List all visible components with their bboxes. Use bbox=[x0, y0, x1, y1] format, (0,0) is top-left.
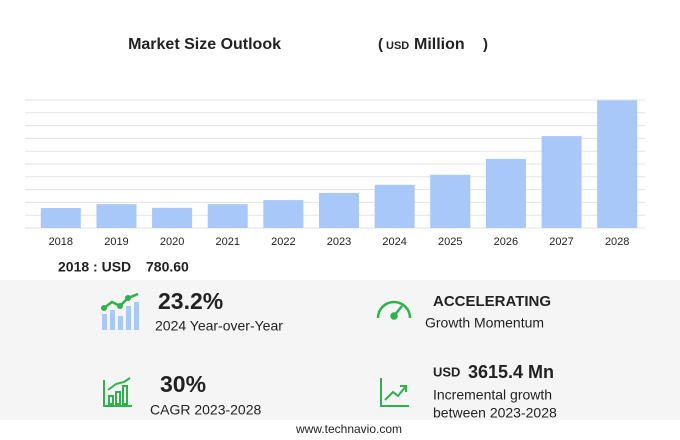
icon-cagr bbox=[103, 377, 132, 407]
plot: 2018 2019 2020 2021 2022 2023 2024 2025 2026 2027… bbox=[25, 99, 645, 248]
base-value: 780.60 bbox=[146, 259, 189, 275]
stat-value: ACCELERATING bbox=[433, 293, 551, 310]
stat-value: 30% bbox=[160, 371, 206, 397]
icon-growth bbox=[101, 292, 139, 330]
footer: www.technavio.com bbox=[295, 422, 402, 436]
x-tick-label: 2021 bbox=[215, 236, 239, 248]
stat-label: Incremental growth bbox=[433, 387, 552, 403]
stat-prefix: USD bbox=[433, 364, 460, 379]
bar bbox=[96, 204, 137, 228]
stat-value: 3615.4 Mn bbox=[468, 362, 554, 382]
unit-close: ) bbox=[483, 36, 488, 53]
unit-open: ( bbox=[378, 36, 383, 53]
icon-increment bbox=[380, 378, 409, 407]
x-tick-label: 2028 bbox=[605, 236, 629, 248]
bar bbox=[40, 208, 81, 228]
x-tick-label: 2022 bbox=[271, 236, 295, 248]
x-tick-label: 2019 bbox=[104, 236, 128, 248]
x-tick-label: 2025 bbox=[438, 236, 462, 248]
x-tick-label: 2026 bbox=[494, 236, 518, 248]
unit-currency: USD bbox=[386, 40, 409, 52]
bar bbox=[430, 174, 471, 228]
x-tick-label: 2018 bbox=[49, 236, 73, 248]
stat-label: between 2023-2028 bbox=[433, 405, 557, 421]
x-tick-label: 2024 bbox=[382, 236, 406, 248]
bar bbox=[263, 200, 304, 228]
stat-label: CAGR 2023-2028 bbox=[150, 402, 262, 418]
bar bbox=[485, 158, 526, 228]
base-label: 2018 : USD bbox=[58, 259, 131, 275]
chart-title: Market Size Outlook bbox=[128, 36, 281, 53]
x-tick-label: 2027 bbox=[549, 236, 573, 248]
bar bbox=[318, 192, 360, 228]
stat-label: Growth Momentum bbox=[425, 315, 544, 331]
icon-gauge bbox=[376, 300, 412, 320]
x-tick-label: 2023 bbox=[327, 236, 351, 248]
stats-panel bbox=[0, 280, 680, 420]
bar bbox=[152, 207, 193, 228]
unit-name: Million bbox=[414, 36, 465, 53]
stat-value: 23.2% bbox=[158, 288, 223, 314]
bar bbox=[541, 136, 582, 228]
bar bbox=[207, 204, 248, 228]
stat-label: 2024 Year-over-Year bbox=[155, 318, 283, 334]
x-tick-label: 2020 bbox=[160, 236, 184, 248]
bar bbox=[374, 184, 415, 228]
bar bbox=[597, 100, 638, 228]
